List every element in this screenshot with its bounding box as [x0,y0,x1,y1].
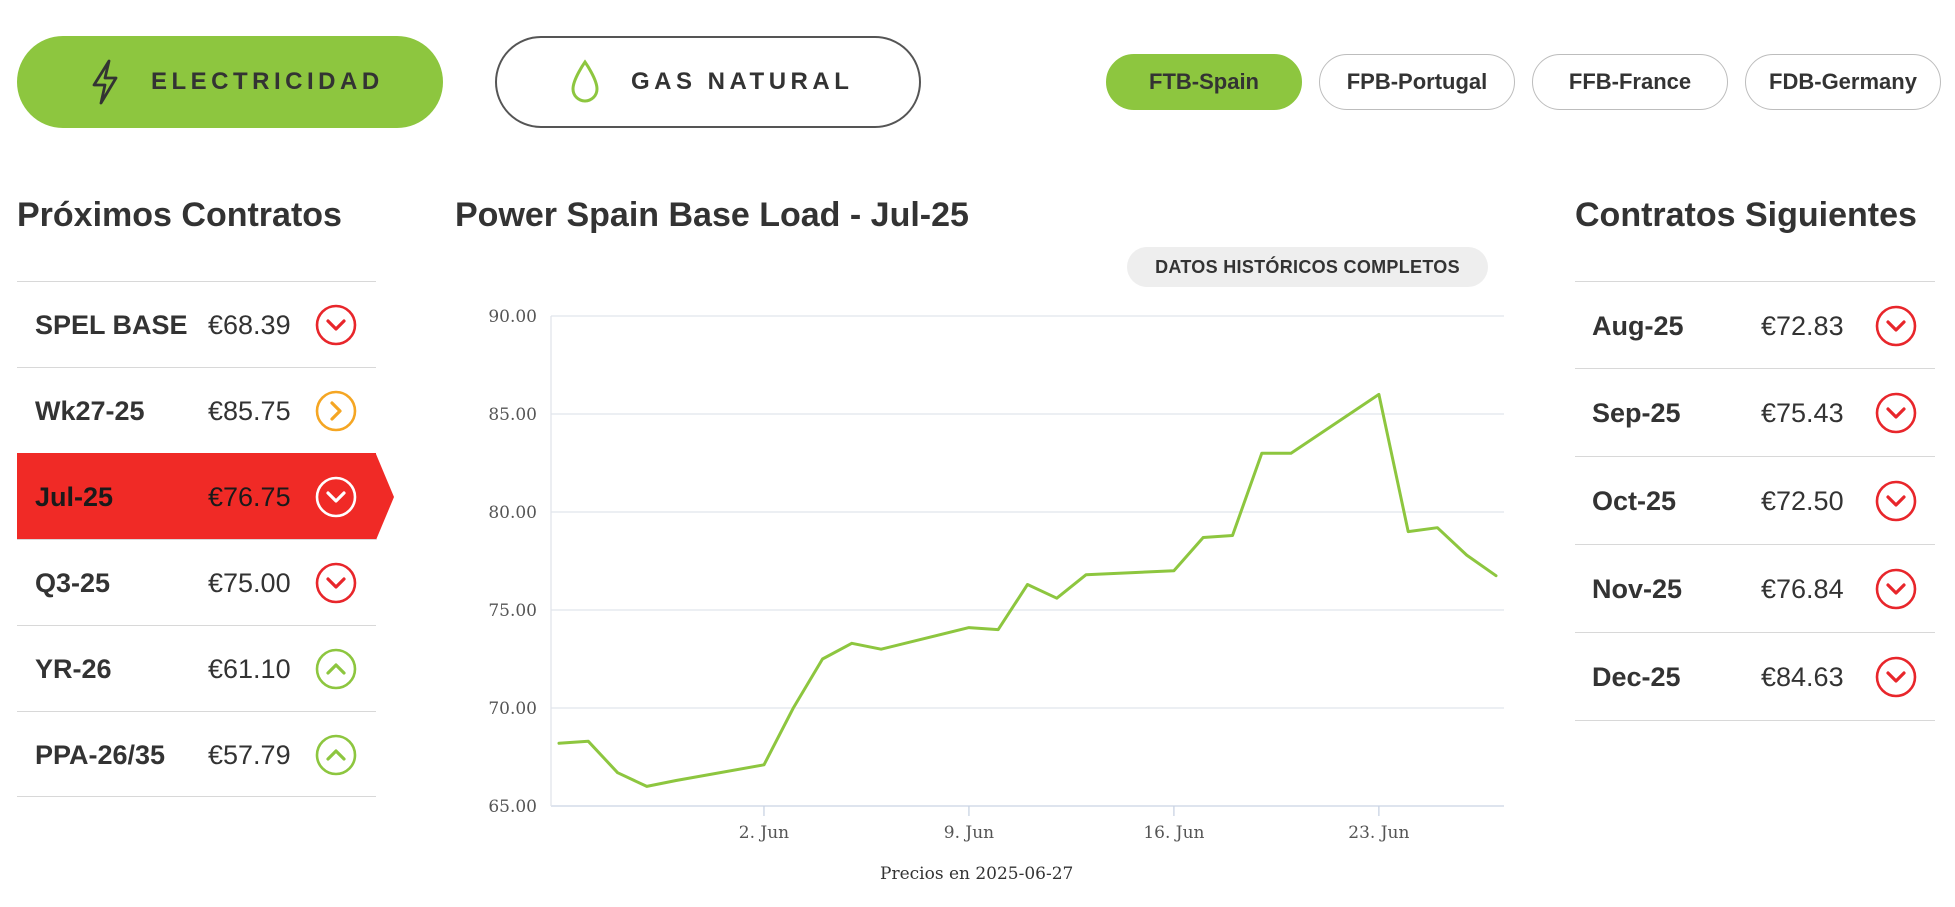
data-point [879,648,883,651]
contract-row-sep25[interactable]: Sep-25 €75.43 [1575,369,1935,457]
contract-price: €72.83 [1761,311,1844,341]
x-tick-label: 23. Jun [1348,823,1409,843]
contract-row-nov25[interactable]: Nov-25 €76.84 [1575,545,1935,633]
data-point [1377,393,1381,396]
data-point [587,740,590,743]
data-point [1289,452,1293,455]
chevron-down-icon[interactable] [315,476,357,518]
electricity-button[interactable]: ELECTRICIDAD [17,36,443,128]
data-point [1084,573,1088,576]
contract-name: Jul-25 [35,482,114,512]
natural-gas-button[interactable]: GAS NATURAL [495,36,921,128]
data-point [850,642,854,645]
contract-name: Aug-25 [1592,311,1684,341]
market-tab-germany[interactable]: FDB-Germany [1745,54,1941,110]
y-tick-label: 75.00 [488,601,537,621]
x-tick-label: 9. Jun [944,823,994,843]
price-date-note: Precios en 2025-06-27 [880,864,1074,884]
contract-name: Wk27-25 [35,396,145,426]
contract-row-oct25[interactable]: Oct-25 €72.50 [1575,457,1935,545]
chevron-down-icon[interactable] [315,562,357,604]
contract-row-q3[interactable]: Q3-25 €75.00 [17,539,376,625]
data-point [1494,574,1498,577]
y-tick-label: 85.00 [488,405,537,425]
data-point [762,763,766,767]
chevron-down-icon[interactable] [1875,568,1917,610]
contract-row-jul25[interactable]: Jul-25 €76.75 [17,453,394,540]
market-tab-portugal[interactable]: FPB-Portugal [1319,54,1515,110]
data-point [967,626,971,629]
chevron-down-icon[interactable] [1875,305,1917,347]
data-point [821,657,824,661]
data-point [1231,534,1234,537]
chart-title: Power Spain Base Load - Jul-25 [455,196,969,234]
chevron-right-icon[interactable] [315,390,357,432]
chevron-down-icon[interactable] [1875,392,1917,434]
market-tab-france[interactable]: FFB-France [1532,54,1728,110]
contract-price: €76.75 [208,482,291,512]
price-series-line [557,392,1498,788]
data-point [645,785,649,788]
data-point [1406,530,1410,533]
chevron-down-icon[interactable] [1875,656,1917,698]
price-line-chart: 90.00 85.00 80.00 75.00 70.00 65.00 2. Jun 9. J… [488,307,1504,843]
contract-price: €84.63 [1761,662,1844,692]
contract-name: Oct-25 [1592,486,1677,516]
x-tick-label: 2. Jun [739,823,789,843]
contract-name: Dec-25 [1592,662,1681,692]
following-contracts-title: Contratos Siguientes [1575,196,1917,234]
contract-row-dec25[interactable]: Dec-25 €84.63 [1575,633,1935,721]
contract-name: Q3-25 [35,568,111,598]
next-contracts-list: SPEL BASE €68.39 Wk27-25 €85.75 Jul-25 €… [17,281,394,797]
y-tick-label: 70.00 [488,699,537,719]
data-point [1026,583,1029,586]
electricity-label: ELECTRICIDAD [151,68,384,95]
contract-price: €75.00 [208,568,291,598]
contract-name: SPEL BASE [35,310,188,340]
y-tick-label: 90.00 [488,307,537,327]
data-point [1201,536,1205,539]
contract-row-aug25[interactable]: Aug-25 €72.83 [1575,281,1935,369]
contract-name: YR-26 [35,654,112,684]
contract-price: €75.43 [1761,398,1844,428]
droplet-icon [565,58,605,106]
y-tick-label: 65.00 [488,797,537,817]
contract-price: €72.50 [1761,486,1844,516]
active-row-pointer [376,454,394,540]
following-contracts-list: Aug-25 €72.83 Sep-25 €75.43 Oct-25 €72.5… [1575,281,1935,721]
contract-price: €68.39 [208,310,291,340]
contract-price: €57.79 [208,740,291,770]
data-point [674,779,678,782]
contract-name: PPA-26/35 [35,740,166,770]
market-tab-spain[interactable]: FTB-Spain [1106,54,1302,110]
contract-price: €76.84 [1761,574,1844,604]
contract-name: Nov-25 [1592,574,1683,604]
chevron-up-icon[interactable] [315,648,357,690]
chevron-up-icon[interactable] [315,734,357,776]
chevron-down-icon[interactable] [315,304,357,346]
data-point [557,742,561,745]
contract-row-spel-base[interactable]: SPEL BASE €68.39 [17,281,376,367]
contract-row-wk27[interactable]: Wk27-25 €85.75 [17,367,376,453]
data-point [616,771,619,774]
data-point [792,706,795,710]
data-point [997,628,1000,631]
contract-price: €61.10 [208,654,291,684]
lightning-icon [85,58,125,106]
data-point [1055,597,1058,600]
data-point [1436,526,1439,529]
contract-name: Sep-25 [1592,398,1681,428]
data-point [1172,569,1176,572]
contract-row-ppa[interactable]: PPA-26/35 €57.79 [17,711,376,797]
next-contracts-title: Próximos Contratos [17,196,342,234]
historical-data-button[interactable]: DATOS HISTÓRICOS COMPLETOS [1127,247,1488,287]
contract-price: €85.75 [208,396,291,426]
y-tick-label: 80.00 [488,503,537,523]
data-point [1260,452,1263,455]
x-tick-label: 16. Jun [1143,823,1204,843]
chevron-down-icon[interactable] [1875,480,1917,522]
data-point [1465,553,1468,557]
contract-row-yr26[interactable]: YR-26 €61.10 [17,625,376,711]
natural-gas-label: GAS NATURAL [631,68,854,95]
